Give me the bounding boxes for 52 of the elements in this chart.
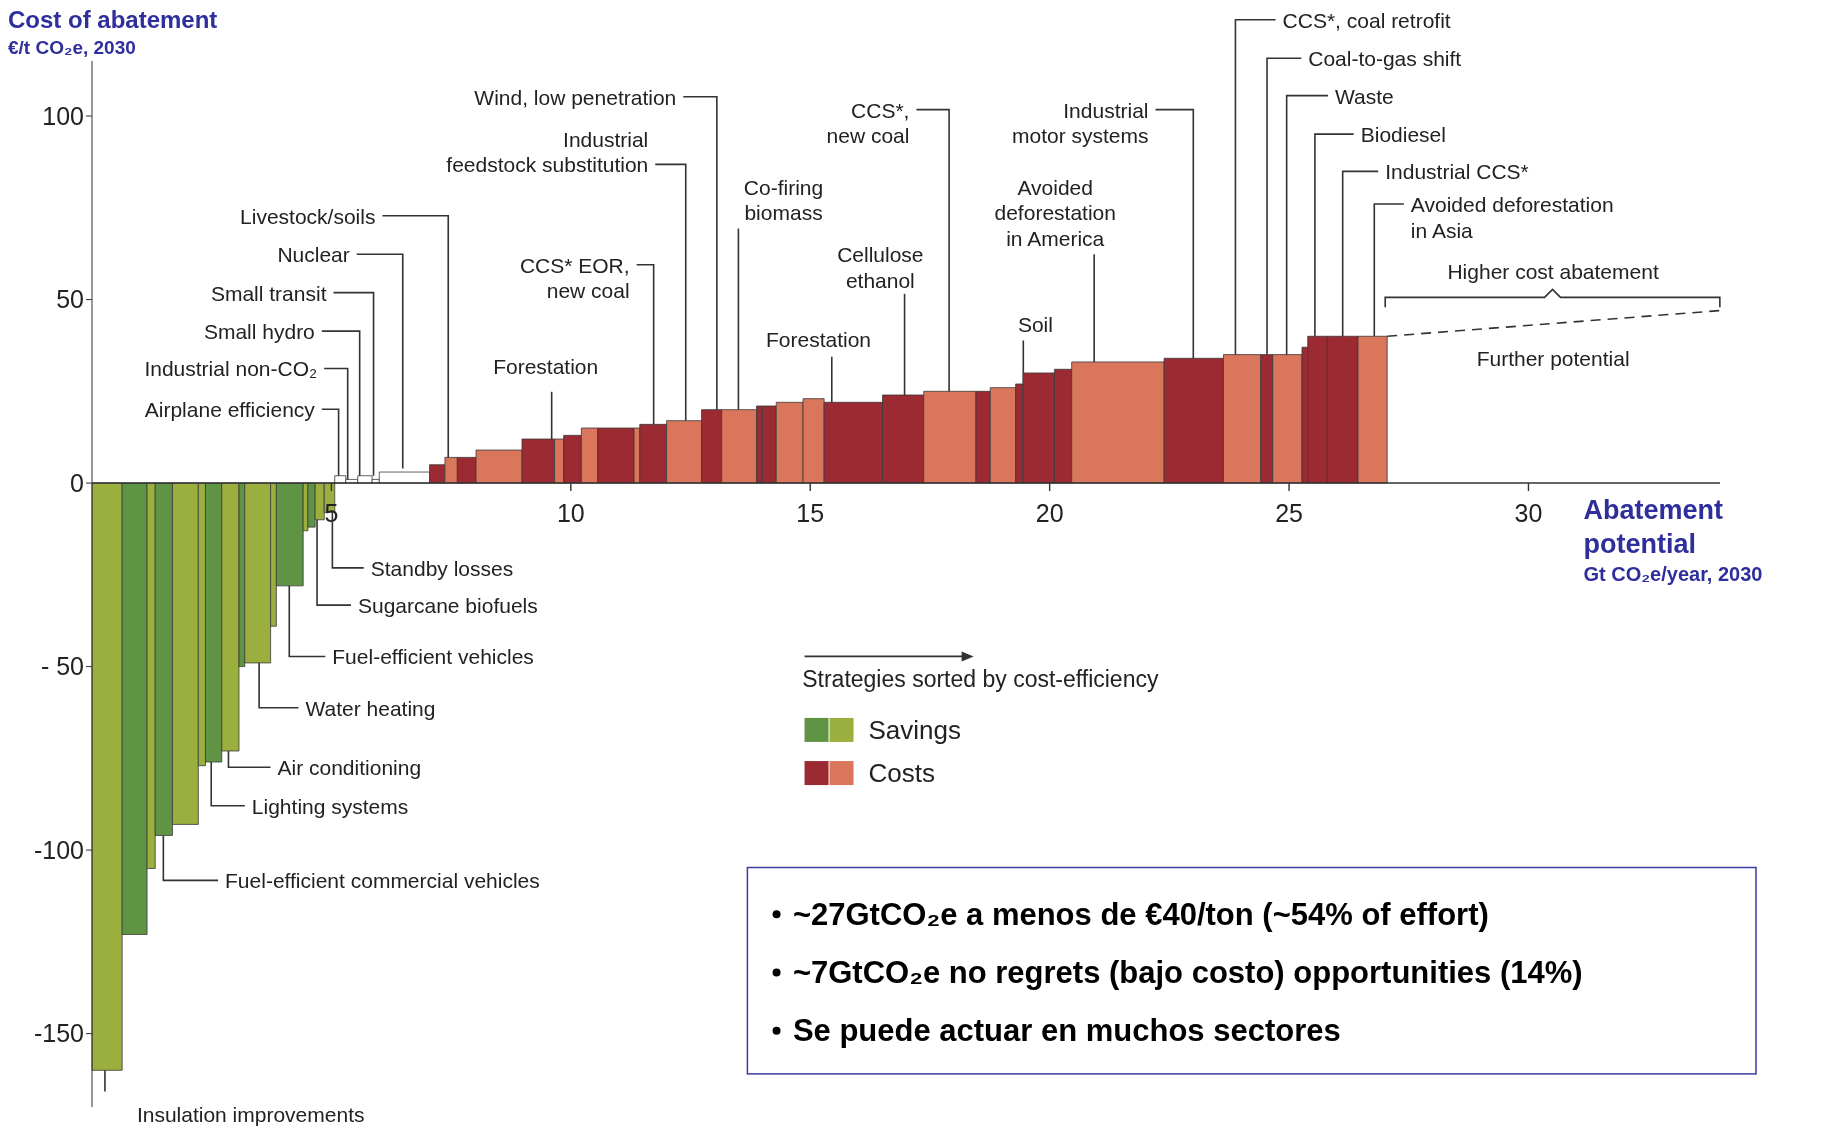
y-tick-label: - 50 [40, 652, 84, 681]
annotation: Small transit [210, 281, 327, 305]
annotation: Industrial motor systems [1011, 98, 1149, 147]
x-tick-label: 30 [1514, 499, 1543, 528]
legend-label: Costs [868, 758, 936, 789]
annotation: Avoided deforestation in Asia [1410, 192, 1614, 242]
annotation: Wind, low penetration [474, 85, 677, 109]
annotation: Coal-to-gas shift [1308, 46, 1462, 70]
annotation: Further potential [1476, 346, 1630, 370]
annotation: Cellulose ethanol [837, 242, 924, 292]
annotation: Small hydro [203, 319, 315, 343]
annotation: Sugarcane biofuels [357, 593, 538, 617]
x-tick-label: 15 [796, 499, 825, 528]
annotation: Higher cost abatement [1447, 259, 1659, 283]
annotation: Soil [1017, 312, 1053, 336]
annotation: CCS*, coal retrofit [1282, 8, 1451, 32]
annotation: Co-firing biomass [743, 175, 824, 224]
annotation: Industrial CCS* [1385, 159, 1529, 183]
x-tick-label: 25 [1275, 499, 1303, 528]
annotation: Forestation [766, 327, 872, 351]
y-tick-label: 0 [70, 468, 84, 497]
x-tick-label: 10 [556, 499, 585, 528]
y-tick-label: 100 [42, 101, 84, 130]
annotation: Industrial non-CO₂ [144, 356, 318, 380]
annotation: Fuel-efficient commercial vehicles [225, 868, 540, 892]
x-axis-title: Abatement potential Gt CO₂e/year, 2030 [1583, 494, 1763, 585]
annotation: Air conditioning [277, 755, 422, 779]
annotation: Livestock/soils [240, 204, 376, 228]
annotation: CCS* EOR, new coal [519, 253, 630, 302]
annotation: Nuclear [277, 242, 350, 266]
annotation: Water heating [305, 696, 436, 720]
y-tick-label: -150 [33, 1019, 84, 1048]
x-tick-label: 20 [1035, 499, 1064, 528]
annotation: Fuel-efficient vehicles [332, 644, 534, 668]
y-tick-label: 50 [56, 285, 84, 314]
annotation: Avoided deforestation in America [994, 175, 1116, 250]
annotation: Industrial feedstock substitution [446, 127, 649, 176]
annotation: Lighting systems [251, 794, 409, 818]
annotation: Strategies sorted by cost-efficiency [802, 665, 1159, 692]
annotation: Se puede actuar en muchos sectores [792, 1013, 1341, 1049]
annotation: CCS*, new coal [826, 98, 910, 147]
legend-label: Savings [868, 714, 962, 745]
annotation: ~7GtCO₂e no regrets (bajo costo) opportunities (14%) [792, 954, 1583, 990]
annotation: Waste [1335, 84, 1394, 108]
y-axis-title: Cost of abatement €/t CO₂e, 2030 [8, 6, 218, 58]
annotation: ~27GtCO₂e a menos de €40/ton (~54% of effort) [792, 896, 1489, 932]
annotation: Insulation improvements [136, 1102, 365, 1126]
annotation: Airplane efficiency [144, 397, 316, 421]
annotation: Biodiesel [1360, 122, 1446, 146]
annotation: Standby losses [370, 556, 514, 580]
y-tick-label: -100 [33, 835, 84, 864]
annotation: Forestation [493, 354, 599, 378]
